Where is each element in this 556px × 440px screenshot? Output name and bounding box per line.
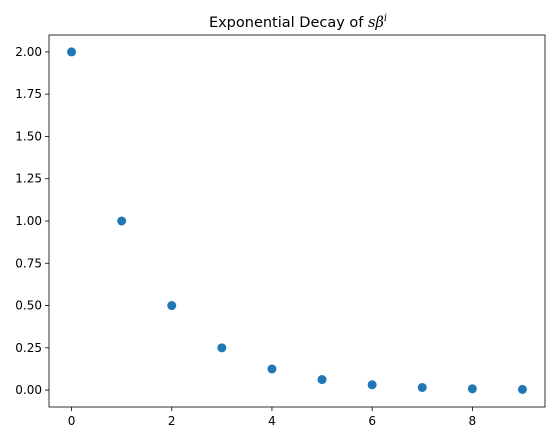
chart-title-math-sup: i (384, 13, 387, 24)
y-tick-label: 1.25 (15, 172, 42, 186)
y-tick-label: 0.25 (15, 341, 42, 355)
y-tick-label: 1.75 (15, 87, 42, 101)
chart-title: Exponential Decay of sβi (209, 13, 387, 31)
y-tick-label: 1.50 (15, 129, 42, 143)
y-tick-label: 2.00 (15, 45, 42, 59)
y-tick-label: 0.00 (15, 383, 42, 397)
data-point (67, 47, 77, 57)
data-point (267, 364, 277, 374)
x-tick-label: 6 (368, 414, 376, 428)
x-tick-label: 0 (68, 414, 76, 428)
data-point (217, 343, 227, 353)
data-point (117, 216, 127, 226)
data-point (317, 375, 327, 385)
chart-title-math-base: sβ (368, 15, 384, 31)
plot-area: 0.00 0.25 0.50 0.75 1.00 1.25 1.50 1.75 2.00 0 2 4 6… (15, 34, 546, 428)
y-tick-label: 0.75 (15, 256, 42, 270)
data-point (367, 380, 377, 390)
y-tick-label: 0.50 (15, 299, 42, 313)
x-tick-label: 8 (469, 414, 477, 428)
data-point (517, 384, 527, 394)
x-tick-label: 4 (268, 414, 276, 428)
chart-title-prefix: Exponential Decay of (209, 15, 368, 31)
x-tick-label: 2 (168, 414, 176, 428)
y-tick-label: 1.00 (15, 214, 42, 228)
data-point (167, 301, 177, 311)
data-point (467, 384, 477, 394)
data-point (417, 382, 427, 392)
